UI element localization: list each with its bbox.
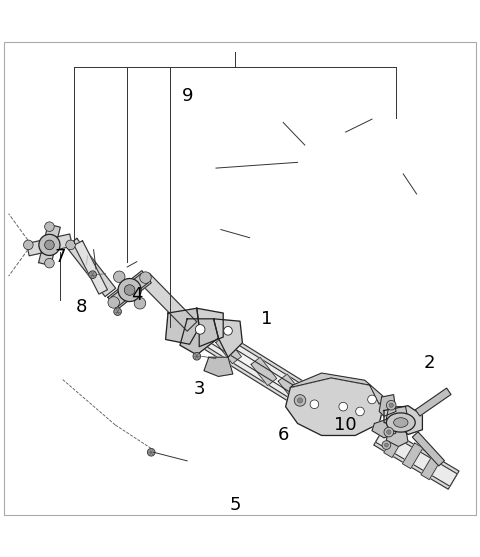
Ellipse shape	[394, 418, 408, 427]
Circle shape	[387, 430, 391, 434]
Circle shape	[24, 240, 33, 250]
Polygon shape	[386, 428, 408, 447]
Polygon shape	[194, 324, 322, 412]
Polygon shape	[166, 308, 199, 344]
Circle shape	[356, 407, 364, 416]
Circle shape	[298, 398, 302, 403]
Polygon shape	[251, 357, 276, 385]
Circle shape	[310, 400, 319, 409]
Circle shape	[384, 443, 388, 447]
Circle shape	[39, 234, 60, 256]
Polygon shape	[111, 273, 148, 306]
Polygon shape	[108, 271, 151, 309]
Circle shape	[384, 427, 394, 437]
Circle shape	[134, 297, 146, 309]
Polygon shape	[216, 335, 241, 364]
Polygon shape	[192, 321, 324, 415]
Circle shape	[382, 441, 391, 449]
Circle shape	[45, 222, 54, 232]
Polygon shape	[384, 432, 404, 457]
Polygon shape	[286, 378, 384, 436]
Text: 2: 2	[424, 354, 435, 372]
Text: 5: 5	[229, 496, 241, 514]
Circle shape	[147, 448, 155, 456]
Circle shape	[108, 297, 120, 308]
Circle shape	[389, 403, 394, 407]
Polygon shape	[421, 454, 442, 480]
Polygon shape	[66, 238, 116, 296]
Circle shape	[118, 278, 141, 301]
Polygon shape	[214, 319, 242, 357]
Circle shape	[224, 326, 232, 335]
Polygon shape	[26, 234, 72, 256]
Polygon shape	[290, 373, 384, 404]
Text: 3: 3	[193, 380, 205, 398]
Circle shape	[339, 402, 348, 411]
Polygon shape	[74, 241, 108, 294]
Circle shape	[45, 258, 54, 268]
Polygon shape	[374, 427, 459, 489]
Circle shape	[45, 240, 54, 250]
Text: 7: 7	[54, 248, 66, 266]
Polygon shape	[386, 407, 408, 425]
Polygon shape	[415, 388, 451, 416]
Polygon shape	[140, 273, 197, 331]
Circle shape	[66, 240, 75, 250]
Circle shape	[294, 395, 306, 406]
Text: 4: 4	[131, 286, 143, 304]
Circle shape	[124, 285, 135, 295]
Circle shape	[89, 271, 96, 278]
Circle shape	[193, 353, 201, 360]
Polygon shape	[180, 319, 218, 355]
Polygon shape	[412, 432, 444, 466]
Circle shape	[368, 395, 376, 404]
Text: 9: 9	[181, 87, 193, 105]
Circle shape	[114, 308, 121, 315]
Polygon shape	[384, 405, 422, 434]
Text: 8: 8	[76, 299, 87, 316]
Circle shape	[195, 325, 205, 334]
Circle shape	[140, 272, 151, 284]
Text: 6: 6	[277, 426, 289, 443]
Text: 1: 1	[261, 310, 272, 328]
Polygon shape	[197, 328, 319, 408]
Text: 10: 10	[334, 416, 357, 434]
Polygon shape	[204, 357, 233, 377]
Polygon shape	[375, 430, 457, 486]
Polygon shape	[402, 443, 423, 468]
Polygon shape	[372, 419, 396, 438]
Ellipse shape	[386, 413, 415, 432]
Circle shape	[386, 400, 396, 410]
Polygon shape	[278, 374, 304, 402]
Polygon shape	[379, 395, 396, 416]
Polygon shape	[197, 308, 223, 346]
Circle shape	[113, 271, 125, 282]
Polygon shape	[38, 224, 60, 266]
